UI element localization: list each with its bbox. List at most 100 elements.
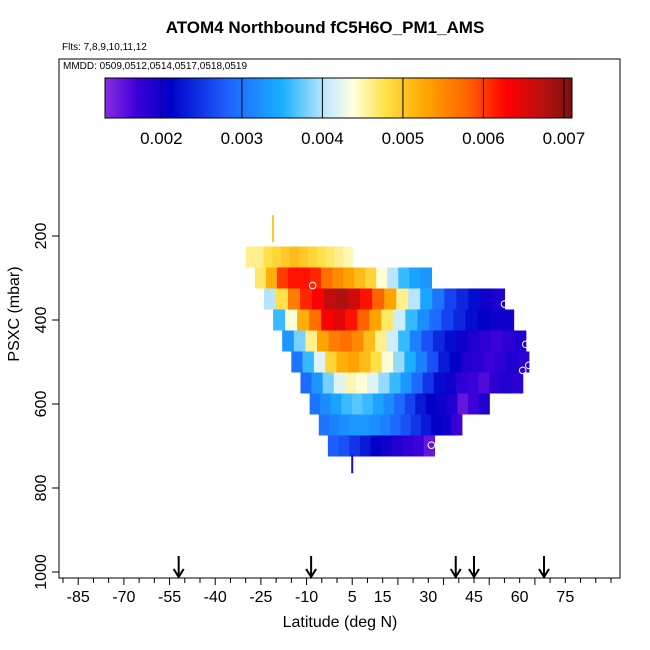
heatmap-cell [468, 288, 481, 310]
heatmap-cell [297, 309, 310, 331]
heatmap-cell [336, 351, 349, 373]
heatmap-cell [441, 414, 453, 436]
heatmap-cell [417, 309, 430, 331]
heatmap-cell [449, 351, 462, 373]
heatmap-cell [467, 372, 479, 394]
heatmap-cell [389, 372, 402, 394]
heatmap-cell [332, 267, 344, 289]
heatmap-cell [456, 372, 468, 394]
heatmap-cell [429, 309, 443, 331]
x-tick-label: -10 [295, 589, 318, 606]
heatmap-cell [348, 288, 361, 310]
heatmap-cell [359, 414, 371, 436]
heatmap-cell [327, 435, 340, 457]
colorbar [104, 77, 573, 119]
heatmap-cell [325, 351, 338, 373]
heatmap-cell [322, 372, 335, 394]
heatmap-cell [276, 267, 289, 289]
heatmap-cell [489, 372, 502, 394]
heatmap-cell [404, 393, 416, 415]
heatmap-cell [312, 288, 325, 310]
heatmap-cell [415, 393, 427, 415]
heatmap-cell [427, 351, 439, 373]
x-tick-label: -70 [112, 589, 135, 606]
y-tick-label: 600 [33, 391, 50, 418]
heatmap-cell [432, 330, 446, 352]
heatmap-cell [494, 351, 507, 373]
heatmap-cell [511, 372, 524, 394]
heatmap-cell [265, 267, 278, 289]
heatmap-cell [263, 246, 273, 268]
heatmap-cell [376, 267, 388, 289]
heatmap-cell [422, 372, 435, 394]
heatmap-cell [423, 435, 436, 457]
colorbar-tick-label: 0.004 [301, 129, 344, 148]
heatmap-cell [410, 414, 422, 436]
heatmap-cell [492, 288, 506, 310]
heatmap-cell [420, 288, 433, 310]
heatmap-cell [451, 414, 463, 436]
heatmap-cell [441, 309, 455, 331]
heatmap-cell [359, 435, 372, 457]
heatmap-cell [343, 267, 355, 289]
colorbar-tick-label: 0.006 [462, 129, 505, 148]
heatmap-cell [273, 309, 286, 331]
chart-title: ATOM4 Northbound fC5H6O_PM1_AMS [165, 18, 485, 37]
heatmap-cell [415, 351, 428, 373]
heatmap-cell [282, 330, 295, 352]
sample-marker [525, 361, 533, 370]
heatmap-cell [431, 414, 442, 436]
heatmap-cell [384, 288, 397, 310]
flight-arrow [172, 556, 185, 579]
heatmap-cell [477, 309, 491, 331]
heatmap-cell [354, 267, 366, 289]
heatmap-cell [340, 330, 353, 352]
plot-frame [58, 58, 621, 579]
heatmap-cell [472, 351, 485, 373]
heatmap-cell [409, 267, 421, 289]
heatmap-cell [420, 267, 432, 289]
heatmap-cell [281, 246, 291, 268]
colorbar-tick-label: 0.002 [140, 129, 183, 148]
heatmap-cell [309, 267, 322, 289]
heatmap-cell [324, 288, 337, 310]
heatmap-cell [438, 351, 451, 373]
heatmap-cell [502, 330, 515, 352]
heatmap-cell [517, 351, 530, 373]
heatmap-cell [411, 372, 424, 394]
heatmap-cell [421, 330, 434, 352]
sample-marker [427, 441, 436, 449]
heatmap-cell [444, 330, 457, 352]
heatmap-cell [386, 330, 399, 352]
heatmap-cell [380, 414, 391, 436]
flight-arrow [449, 556, 462, 579]
heatmap-cell [489, 309, 503, 331]
dates-label: MMDD: 0509,0512,0514,0517,0518,0519 [63, 61, 248, 72]
heatmap-cell [408, 288, 421, 310]
y-tick-label: 800 [33, 475, 50, 502]
heatmap-cell [404, 351, 417, 373]
heatmap-cell [287, 288, 301, 310]
heatmap-cell [290, 246, 300, 268]
heatmap-cell [316, 330, 330, 352]
heatmap-cell [272, 246, 282, 268]
heatmap-cell [436, 393, 448, 415]
heatmap-cell [393, 309, 406, 331]
heatmap-cell [444, 372, 457, 394]
heatmap-cell [263, 288, 277, 310]
heatmap-cell [398, 267, 410, 289]
heatmap-cell [446, 393, 459, 415]
x-tick-label: 5 [348, 589, 357, 606]
heatmap-cell [360, 288, 373, 310]
heatmap-cell [370, 435, 382, 457]
heatmap-cell [460, 351, 473, 373]
heatmap-cell [402, 435, 414, 457]
y-tick-label: 200 [33, 223, 50, 250]
heatmap-cell [321, 267, 333, 289]
heatmap-cell [338, 435, 350, 457]
heatmap-cell [363, 330, 376, 352]
heatmap-cell [467, 330, 480, 352]
x-tick-label: 60 [511, 589, 529, 606]
heatmap-cell [390, 414, 402, 436]
